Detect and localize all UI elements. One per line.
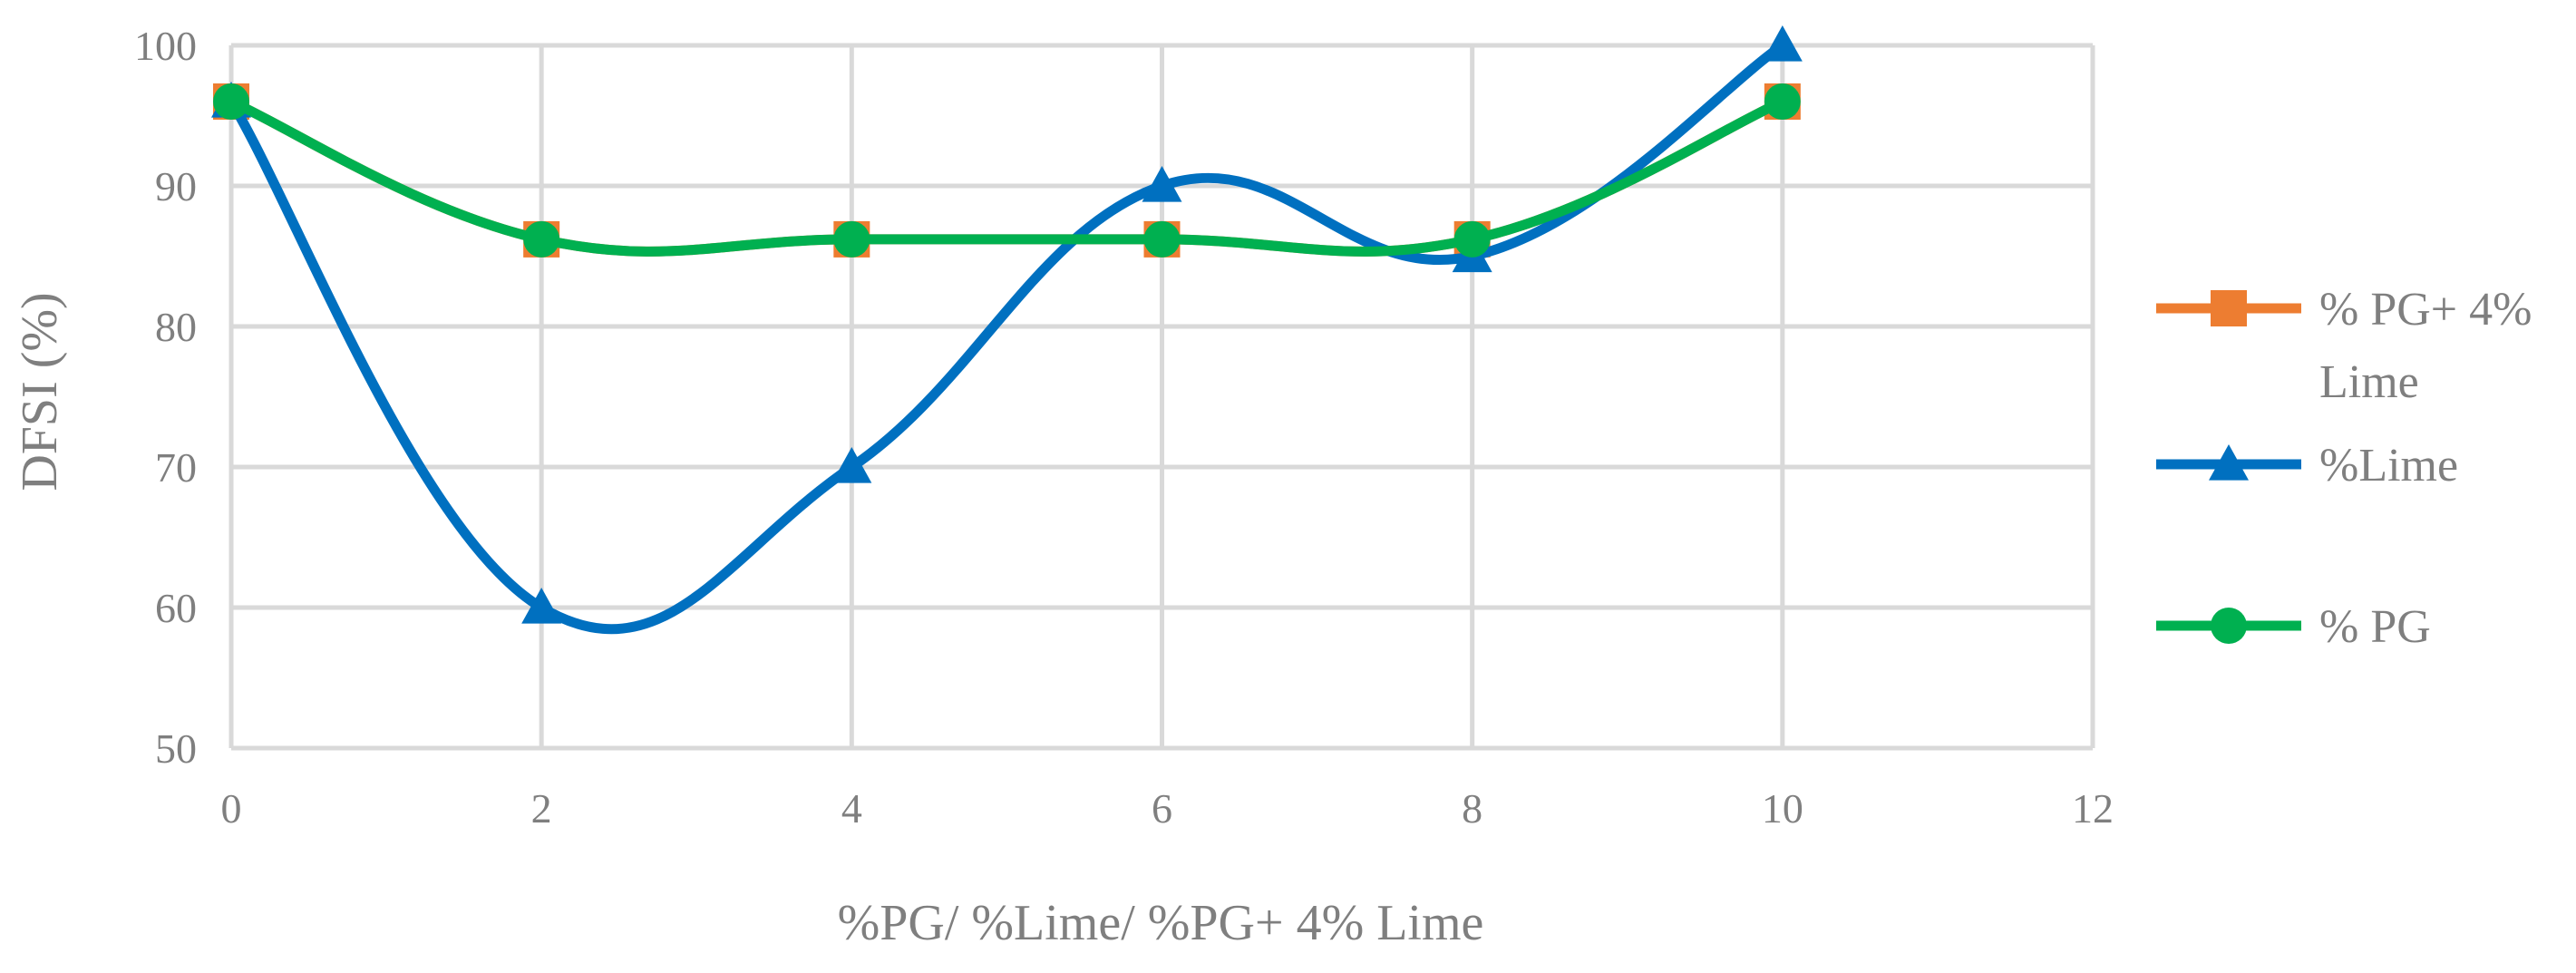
y-tick-label: 90: [155, 163, 197, 209]
series-line: [226, 40, 1788, 635]
y-tick-label: 100: [134, 23, 197, 69]
y-axis-title: DFSI (%): [12, 292, 68, 491]
legend: % PG+ 4% Lime %Lime % PG: [2156, 284, 2532, 653]
data-point-triangle: [1142, 166, 1182, 202]
y-tick-label: 70: [155, 444, 197, 491]
x-tick-label: 4: [841, 785, 862, 832]
y-tick-label: 80: [155, 304, 197, 350]
series-line: [226, 96, 1788, 257]
legend-marker-circle: [2211, 608, 2247, 644]
x-tick-label: 8: [1462, 785, 1482, 832]
legend-entry: %Lime: [2156, 440, 2458, 491]
x-axis-tick-labels: 0 2 4 6 8 10 12: [221, 785, 2114, 832]
y-tick-label: 50: [155, 725, 197, 772]
legend-entry: % PG: [2156, 601, 2431, 653]
legend-label: Lime: [2319, 356, 2419, 408]
data-point-circle: [833, 220, 870, 258]
data-point-circle: [523, 220, 560, 258]
legend-entry: % PG+ 4% Lime: [2156, 284, 2532, 408]
legend-marker-triangle: [2209, 444, 2249, 481]
x-tick-label: 10: [1762, 785, 1803, 832]
y-tick-label: 60: [155, 585, 197, 631]
data-point-circle: [1764, 83, 1801, 120]
series-2: [213, 83, 1801, 258]
x-tick-label: 12: [2072, 785, 2114, 832]
x-tick-label: 2: [531, 785, 552, 832]
x-axis-title: %PG/ %Lime/ %PG+ 4% Lime: [838, 895, 1484, 951]
gridlines: [228, 43, 2095, 751]
series-0: [213, 83, 1801, 258]
data-point-triangle: [831, 447, 872, 483]
series-layer: [211, 25, 1803, 635]
legend-label: % PG+ 4%: [2319, 284, 2532, 336]
data-point-triangle: [521, 588, 562, 624]
y-axis-tick-labels: 50 60 70 80 90 100: [134, 23, 197, 772]
legend-label: %Lime: [2319, 440, 2458, 491]
data-point-circle: [1453, 220, 1491, 258]
data-point-triangle: [1762, 25, 1803, 62]
data-point-circle: [1143, 220, 1181, 258]
x-tick-label: 6: [1152, 785, 1172, 832]
data-point-circle: [213, 83, 249, 120]
legend-marker-square: [2211, 290, 2247, 326]
x-tick-label: 0: [221, 785, 242, 832]
legend-label: % PG: [2319, 601, 2431, 653]
